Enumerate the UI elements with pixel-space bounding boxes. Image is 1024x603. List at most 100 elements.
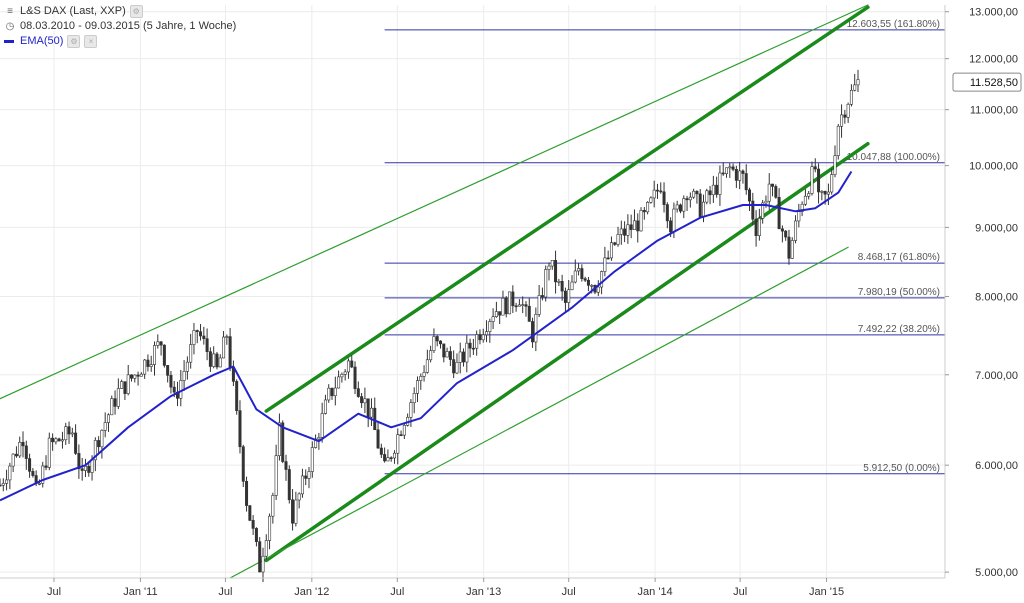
candle-body [846, 103, 850, 118]
candle-body [675, 204, 679, 210]
candle-body [215, 353, 219, 368]
candle-body [317, 437, 321, 440]
x-tick-label: Jul [218, 586, 232, 598]
candle-body [77, 453, 81, 470]
candle-body [547, 265, 551, 270]
candle-body [458, 351, 462, 363]
candle-body [767, 183, 771, 202]
candle-body [363, 398, 367, 404]
candle-body [74, 432, 78, 454]
candle-body [586, 279, 590, 286]
candle-body [665, 204, 669, 222]
candle-body [784, 230, 788, 238]
candle-body [294, 499, 298, 524]
candle-body [613, 242, 617, 245]
candle-body [208, 351, 212, 367]
legend-title: L&S DAX (Last, XXP) [20, 5, 126, 17]
candle-body [415, 380, 419, 394]
legend-range-row[interactable]: ◷ 08.03.2010 - 09.03.2015 (5 Jahre, 1 Wo… [4, 19, 237, 34]
candle-body [300, 475, 304, 495]
legend-title-row[interactable]: ≡ L&S DAX (Last, XXP) ⚙ [4, 4, 236, 19]
candle-body [51, 437, 55, 443]
candle-body [333, 387, 337, 397]
candle-body [284, 461, 288, 470]
candle-body [442, 343, 446, 358]
candle-body [120, 381, 124, 389]
candle-body [728, 166, 732, 169]
candle-body [189, 344, 193, 363]
candle-body [100, 430, 104, 448]
candle-body [711, 184, 715, 196]
candle-body [517, 304, 521, 307]
channel-line-thin [229, 246, 849, 579]
candle-body [291, 499, 295, 524]
candle-body [169, 375, 173, 388]
candle-body [531, 321, 535, 343]
candle-body [521, 304, 525, 306]
candle-body [106, 414, 110, 423]
candle-body [734, 169, 738, 181]
fib-level-label: 8.468,17 (61.80%) [858, 252, 940, 263]
candle-body [761, 202, 765, 219]
candle-body [705, 190, 709, 203]
x-tick-label: Jul [562, 586, 576, 598]
candle-body [113, 398, 117, 407]
candle-body [264, 540, 268, 557]
candle-body [757, 218, 761, 236]
candle-body [412, 393, 416, 403]
candle-body [820, 191, 824, 193]
candle-body [462, 351, 466, 363]
candle-body [419, 376, 423, 381]
candle-body [475, 334, 479, 349]
x-tick-label: Jul [47, 586, 61, 598]
candle-body [123, 381, 127, 394]
candle-body [54, 438, 58, 443]
y-axis: 13.000,00 12.000,00 11.000,00 10.000,00 9.00… [944, 5, 1018, 579]
candle-body [590, 285, 594, 287]
candle-body [14, 453, 18, 457]
candle-body [577, 268, 581, 272]
candle-body [771, 183, 775, 187]
candle-body [787, 236, 791, 259]
candle-body [159, 341, 163, 346]
candle-body [166, 365, 170, 376]
x-tick-label: Jan '14 [638, 586, 673, 598]
candle-body [126, 374, 130, 394]
candle-body [708, 190, 712, 196]
candle-body [646, 202, 650, 213]
candle-body [307, 471, 311, 479]
candle-body [488, 321, 492, 332]
candle-body [701, 201, 705, 218]
candle-body [320, 413, 324, 438]
candle-body [826, 191, 830, 195]
candle-body [817, 168, 821, 193]
candle-body [672, 208, 676, 233]
candle-body [695, 190, 699, 195]
candle-body [655, 189, 659, 192]
legend-ema-row[interactable]: EMA(50) ⚙ × [4, 34, 236, 49]
candle-body [435, 336, 439, 342]
candle-body [369, 407, 373, 418]
candle-body [386, 457, 390, 462]
y-tick-label: 8.000,00 [975, 291, 1018, 303]
candle-body [8, 465, 12, 481]
candle-body [70, 432, 74, 435]
settings-icon[interactable]: ⚙ [67, 35, 81, 48]
y-tick-label: 10.000,00 [969, 161, 1018, 173]
candle-body [797, 211, 801, 222]
candle-body [833, 155, 837, 175]
candle-body [116, 388, 120, 407]
candle-body [748, 189, 752, 202]
y-tick-label: 9.000,00 [975, 222, 1018, 234]
candle-body [836, 125, 840, 156]
ema-line [0, 170, 853, 502]
close-icon[interactable]: × [84, 35, 98, 48]
candle-body [340, 374, 344, 378]
candle-body [718, 172, 722, 195]
candle-body [18, 441, 22, 457]
candle-body [573, 270, 577, 283]
candle-body [652, 189, 656, 199]
candle-body [619, 228, 623, 235]
settings-icon[interactable]: ⚙ [129, 5, 143, 18]
